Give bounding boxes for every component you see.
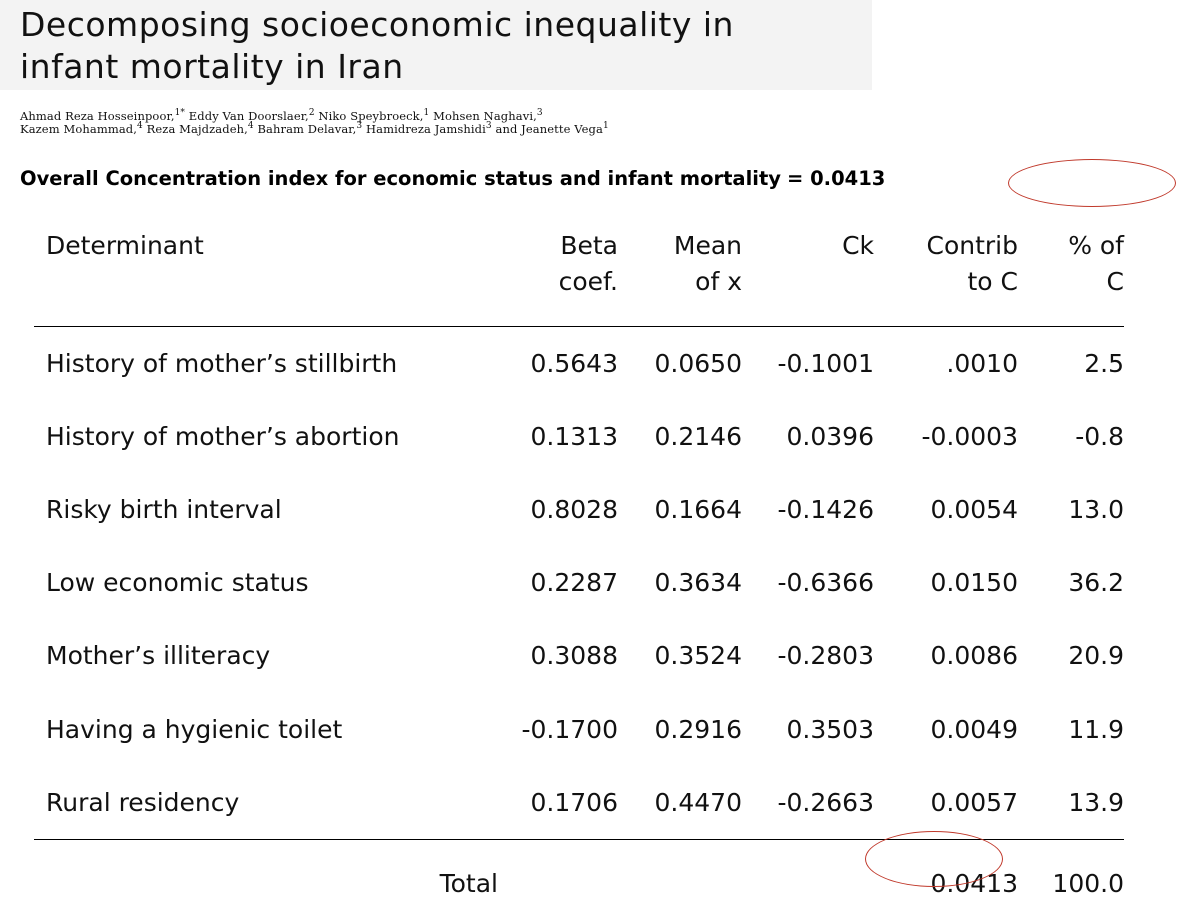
author-affiliation: 1 xyxy=(423,108,430,119)
highlight-ellipse-total xyxy=(865,831,1003,887)
author-affiliation: 1* xyxy=(174,108,186,119)
contrib-cell: 0.0057 xyxy=(874,765,1018,840)
contrib-cell: 0.0086 xyxy=(930,641,1018,671)
beta-cell: 0.1706 xyxy=(498,765,618,840)
beta-cell: 0.2287 xyxy=(530,568,618,598)
header-ck: Ck xyxy=(742,228,874,327)
beta-cell: 0.5643 xyxy=(530,348,618,378)
author-name: and Jeanette Vega xyxy=(495,122,603,136)
mean-cell: 0.4470 xyxy=(618,765,742,840)
determinant-cell: History of mother’s abortion xyxy=(46,421,400,451)
beta-cell: 0.3088 xyxy=(530,641,618,671)
author-affiliation: 2 xyxy=(308,108,315,119)
table-row: Low economic status 0.2287 0.3634 -0.636… xyxy=(34,546,1124,619)
paper-title-line2: infant mortality in Iran xyxy=(20,47,404,86)
mean-cell: 0.2916 xyxy=(654,714,742,744)
author-name: Mohsen Naghavi, xyxy=(433,109,537,123)
beta-cell: 0.8028 xyxy=(530,494,618,524)
percent-cell: 11.9 xyxy=(1068,714,1124,744)
empty-cell xyxy=(498,839,618,900)
ck-cell: 0.3503 xyxy=(786,714,874,744)
author-name: Reza Majdzadeh, xyxy=(146,122,248,136)
ck-cell: -0.1426 xyxy=(777,494,875,524)
header-beta-coef: Beta coef. xyxy=(498,228,618,327)
percent-cell: 36.2 xyxy=(1068,568,1124,598)
beta-cell: 0.1313 xyxy=(530,421,618,451)
author-affiliation: 3 xyxy=(485,121,492,132)
table-row: History of mother’s stillbirth 0.5643 0.… xyxy=(34,326,1124,400)
author-name: Eddy Van Doorslaer, xyxy=(188,109,309,123)
author-line-1: Ahmad Reza Hosseinpoor,1* Eddy Van Doors… xyxy=(20,108,609,123)
header-percent-of-c: % of C xyxy=(1018,228,1124,327)
table-row: Having a hygienic toilet -0.1700 0.2916 … xyxy=(34,692,1124,765)
percent-cell: 2.5 xyxy=(1084,348,1124,378)
ck-cell: -0.6366 xyxy=(777,568,875,598)
decomposition-table: Determinant Beta coef. Mean of x Ck Contri… xyxy=(34,228,1124,900)
paper-title-line1: Decomposing socioeconomic inequality in xyxy=(20,5,734,44)
author-name: Kazem Mohammad, xyxy=(20,122,138,136)
author-affiliation: 1 xyxy=(602,121,609,132)
contrib-cell: 0.0054 xyxy=(930,494,1018,524)
contrib-cell: .0010 xyxy=(946,348,1018,378)
author-name: Bahram Delavar, xyxy=(257,122,357,136)
determinant-cell: Risky birth interval xyxy=(46,494,282,524)
determinant-cell: Low economic status xyxy=(46,568,309,598)
contrib-cell: 0.0150 xyxy=(930,568,1018,598)
ck-cell: 0.0396 xyxy=(786,421,874,451)
author-line-2: Kazem Mohammad,4 Reza Majdzadeh,4 Bahram… xyxy=(20,121,609,136)
table-row: History of mother’s abortion 0.1313 0.21… xyxy=(34,400,1124,473)
ck-cell: -0.2803 xyxy=(777,641,875,671)
percent-cell: 13.0 xyxy=(1068,494,1124,524)
header-mean-of-x: Mean of x xyxy=(618,228,742,327)
beta-cell: -0.1700 xyxy=(521,714,619,744)
author-list: Ahmad Reza Hosseinpoor,1* Eddy Van Doors… xyxy=(20,108,609,136)
mean-cell: 0.3524 xyxy=(654,641,742,671)
determinant-cell: Having a hygienic toilet xyxy=(46,714,343,744)
author-name: Ahmad Reza Hosseinpoor, xyxy=(20,109,175,123)
determinant-cell: Rural residency xyxy=(34,765,498,840)
ck-cell: -0.1001 xyxy=(777,348,875,378)
determinant-cell: Mother’s illiteracy xyxy=(46,641,271,671)
table-row: Mother’s illiteracy 0.3088 0.3524 -0.280… xyxy=(34,619,1124,692)
author-affiliation: 4 xyxy=(247,121,254,132)
table-row: Rural residency 0.1706 0.4470 -0.2663 0.… xyxy=(34,765,1124,840)
title-band: Decomposing socioeconomic inequality in … xyxy=(0,0,872,90)
mean-cell: 0.2146 xyxy=(654,421,742,451)
mean-cell: 0.3634 xyxy=(654,568,742,598)
empty-cell xyxy=(618,839,742,900)
concentration-index-label: Overall Concentration index for economic… xyxy=(20,167,781,190)
mean-cell: 0.1664 xyxy=(654,494,742,524)
header-contrib-to-c: Contrib to C xyxy=(874,228,1018,327)
concentration-index-value: = 0.0413 xyxy=(786,167,886,190)
percent-cell: 20.9 xyxy=(1068,641,1124,671)
determinant-cell: History of mother’s stillbirth xyxy=(46,348,398,378)
contrib-cell: -0.0003 xyxy=(921,421,1019,451)
total-label: Total xyxy=(439,868,498,898)
empty-cell xyxy=(742,839,874,900)
total-percent-cell: 100.0 xyxy=(1052,868,1124,898)
header-determinant: Determinant xyxy=(34,228,498,327)
table-header-row: Determinant Beta coef. Mean of x Ck Contri… xyxy=(34,228,1124,327)
table-row: Risky birth interval 0.8028 0.1664 -0.14… xyxy=(34,473,1124,546)
author-affiliation: 3 xyxy=(356,121,363,132)
percent-cell: -0.8 xyxy=(1075,421,1124,451)
percent-cell: 13.9 xyxy=(1018,765,1124,840)
mean-cell: 0.0650 xyxy=(654,348,742,378)
ck-cell: -0.2663 xyxy=(742,765,874,840)
contrib-cell: 0.0049 xyxy=(930,714,1018,744)
paper-title: Decomposing socioeconomic inequality in … xyxy=(20,4,734,88)
author-affiliation: 3 xyxy=(536,108,543,119)
author-affiliation: 4 xyxy=(137,121,143,132)
author-name: Hamidreza Jamshidi xyxy=(366,122,486,136)
overall-concentration-index: Overall Concentration index for economic… xyxy=(20,165,885,193)
author-name: Niko Speybroeck, xyxy=(318,109,424,123)
highlight-ellipse-overall xyxy=(1008,159,1176,207)
